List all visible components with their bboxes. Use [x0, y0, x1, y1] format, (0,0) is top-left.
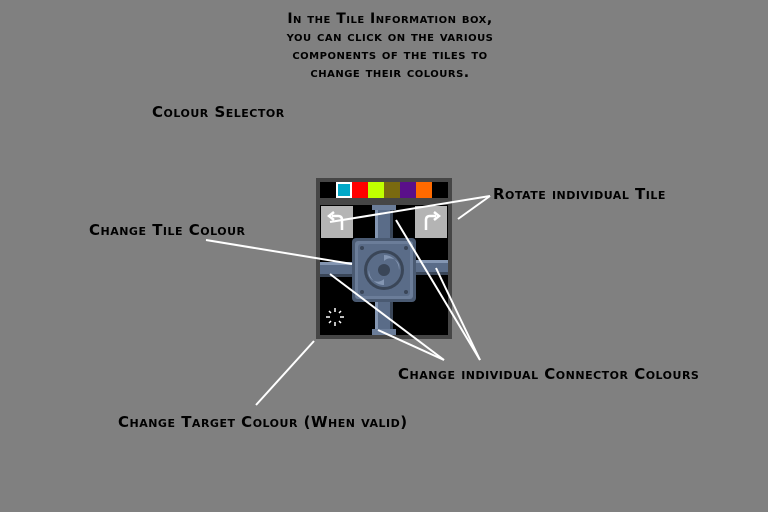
- colour-palette: [320, 182, 448, 198]
- intro-line-2: you can click on the various: [286, 29, 494, 45]
- target-sparkle-icon[interactable]: [326, 308, 344, 326]
- colour-selector-label: Colour Selector: [152, 103, 285, 121]
- intro-line-4: change their colours.: [310, 65, 470, 81]
- colour-swatch[interactable]: [336, 182, 352, 198]
- tile-preview: [320, 205, 448, 335]
- connector-right[interactable]: [412, 260, 448, 275]
- colour-swatch[interactable]: [416, 182, 432, 198]
- colour-swatch[interactable]: [400, 182, 416, 198]
- colour-swatch[interactable]: [368, 182, 384, 198]
- tile-graphic: [320, 205, 448, 335]
- connector-bottom[interactable]: [372, 299, 396, 335]
- intro-line-1: In the Tile Information box,: [287, 11, 493, 27]
- change-tile-colour-label: Change Tile Colour: [89, 221, 246, 239]
- change-connector-colours-label: Change individual Connector Colours: [398, 365, 700, 383]
- intro-text: In the Tile Information box, you can cli…: [190, 10, 590, 82]
- colour-swatch[interactable]: [432, 182, 448, 198]
- colour-swatch[interactable]: [384, 182, 400, 198]
- tile-body[interactable]: [352, 238, 416, 302]
- colour-swatch[interactable]: [320, 182, 336, 198]
- connector-left[interactable]: [320, 262, 356, 277]
- intro-line-3: components of the tiles to: [292, 47, 488, 63]
- change-target-colour-label: Change Target Colour (When valid): [118, 413, 408, 431]
- connector-top[interactable]: [372, 205, 396, 241]
- rotate-tile-label: Rotate individual Tile: [493, 185, 666, 203]
- colour-swatch[interactable]: [352, 182, 368, 198]
